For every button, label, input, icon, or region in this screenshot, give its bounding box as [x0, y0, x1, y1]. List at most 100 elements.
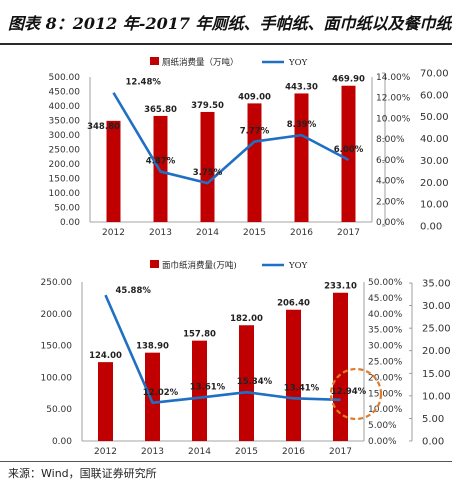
bar-value-label: 469.90	[332, 75, 365, 85]
far-right-tick-label: 10.00	[420, 200, 449, 211]
legend-bar-label: 面巾纸消费量(万吨)	[162, 260, 237, 271]
bar	[286, 309, 301, 441]
bar-value-label: 182.00	[230, 314, 263, 324]
right-tick-label: 8.00%	[376, 135, 405, 145]
right-tick-label: 10.00%	[376, 114, 411, 124]
left-tick-label: 0.00	[52, 437, 72, 447]
bar	[98, 362, 113, 441]
far-right-tick-label: 20.00	[420, 178, 449, 189]
bar	[145, 352, 160, 441]
right-tick-label: 14.00%	[376, 73, 411, 83]
far-right-tick-label: 70.00	[420, 69, 449, 80]
far-right-tick-label: 10.00	[422, 391, 451, 402]
x-tick-label: 2014	[196, 228, 219, 238]
yoy-value-label: 45.88%	[116, 286, 152, 296]
bar-value-label: 348.80	[87, 122, 120, 132]
x-tick-label: 2016	[282, 447, 305, 457]
x-tick-label: 2017	[337, 228, 360, 238]
left-tick-label: 150.00	[41, 342, 73, 352]
source-note: 来源：Wind，国联证券研究所	[8, 467, 157, 480]
x-tick-label: 2016	[290, 228, 313, 238]
right-tick-label: 25.00%	[368, 358, 403, 368]
bar-value-label: 206.40	[277, 299, 310, 309]
yoy-value-label: 4.87%	[146, 157, 176, 167]
right-tick-label: 0.00%	[376, 218, 405, 228]
right-tick-label: 30.00%	[368, 342, 403, 352]
right-tick-label: 35.00%	[368, 326, 403, 336]
x-tick-label: 2017	[329, 447, 352, 457]
bar	[106, 120, 121, 222]
yoy-value-label: 15.34%	[237, 377, 273, 387]
left-tick-label: 200.00	[49, 160, 81, 170]
far-right-tick-label: 40.00	[420, 134, 449, 145]
right-tick-label: 0.00%	[368, 437, 397, 447]
bar	[333, 292, 348, 441]
bar	[294, 93, 309, 223]
yoy-value-label: 6.00%	[334, 145, 364, 155]
left-tick-label: 400.00	[49, 102, 81, 112]
far-right-tick-label: 25.00	[422, 324, 451, 335]
bar-value-label: 124.00	[89, 351, 122, 361]
yoy-value-label: 7.77%	[240, 127, 270, 137]
bar	[341, 85, 356, 222]
x-tick-label: 2012	[94, 447, 117, 457]
bar-value-label: 379.50	[191, 101, 224, 111]
left-tick-label: 100.00	[49, 189, 81, 199]
far-right-tick-label: 0.00	[422, 437, 444, 448]
far-right-tick-label: 20.00	[422, 346, 451, 357]
x-tick-label: 2015	[235, 447, 258, 457]
right-tick-label: 2.00%	[376, 197, 405, 207]
far-right-tick-label: 30.00	[420, 156, 449, 167]
legend-bar-swatch	[150, 260, 159, 268]
right-tick-label: 45.00%	[368, 294, 403, 304]
right-tick-label: 50.00%	[368, 278, 403, 288]
yoy-value-label: 8.39%	[287, 120, 317, 130]
bar-value-label: 157.80	[183, 330, 216, 340]
yoy-line	[112, 92, 350, 185]
left-tick-label: 450.00	[49, 88, 81, 98]
bar	[153, 115, 168, 222]
yoy-value-label: 3.75%	[193, 168, 223, 178]
yoy-value-label: 12.48%	[126, 78, 162, 88]
legend-line-label: YOY	[288, 58, 308, 68]
x-tick-label: 2013	[141, 447, 164, 457]
highlight-circle	[329, 367, 383, 421]
legend-line-label: YOY	[288, 261, 308, 271]
right-tick-label: 5.00%	[368, 421, 397, 431]
left-tick-label: 100.00	[41, 373, 73, 383]
far-right-tick-label: 30.00	[422, 301, 451, 312]
bar-value-label: 365.80	[144, 105, 177, 115]
left-tick-label: 250.00	[41, 278, 73, 288]
right-tick-label: 4.00%	[376, 177, 405, 187]
bar-value-label: 233.10	[324, 282, 357, 292]
far-right-tick-label: 5.00	[422, 414, 444, 425]
x-tick-label: 2013	[149, 228, 172, 238]
bar-value-label: 409.00	[238, 92, 271, 102]
right-tick-label: 12.00%	[376, 94, 411, 104]
yoy-value-label: 13.61%	[190, 383, 226, 393]
bar	[247, 103, 262, 222]
title-divider	[0, 43, 452, 45]
figure-title: 图表 8：2012 年-2017 年厕纸、手帕纸、面巾纸以及餐巾纸	[8, 14, 452, 33]
right-tick-label: 15.00%	[368, 389, 403, 399]
yoy-value-label: 12.02%	[143, 388, 179, 398]
x-tick-label: 2012	[102, 228, 125, 238]
right-tick-label: 20.00%	[368, 373, 403, 383]
x-tick-label: 2014	[188, 447, 211, 457]
yoy-line	[104, 294, 341, 405]
left-tick-label: 200.00	[41, 310, 73, 320]
far-right-tick-label: 50.00	[420, 112, 449, 123]
right-tick-label: 6.00%	[376, 156, 405, 166]
source-divider	[0, 461, 452, 462]
left-tick-label: 350.00	[49, 117, 81, 127]
bar-value-label: 443.30	[285, 82, 318, 92]
left-tick-label: 500.00	[49, 73, 81, 83]
bar	[239, 325, 254, 441]
legend-bar-label: 厕纸消费量（万吨）	[162, 57, 239, 68]
legend-bar-swatch	[150, 57, 159, 65]
bar-value-label: 138.90	[136, 342, 169, 352]
far-right-tick-label: 15.00	[422, 369, 451, 380]
left-tick-label: 0.00	[60, 218, 80, 228]
